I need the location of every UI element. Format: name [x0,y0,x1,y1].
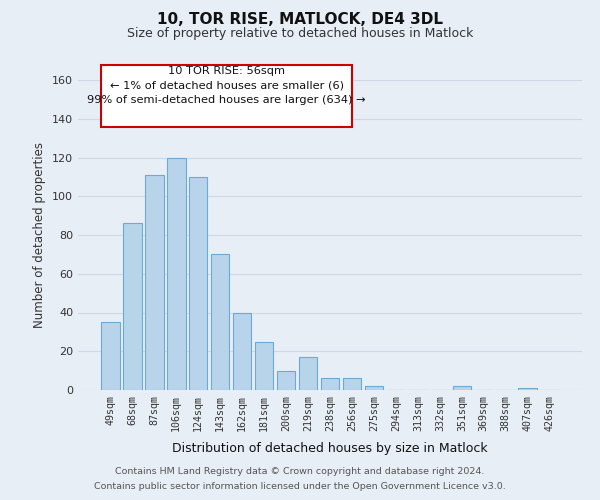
Text: Contains HM Land Registry data © Crown copyright and database right 2024.: Contains HM Land Registry data © Crown c… [115,467,485,476]
Bar [277,370,295,390]
Bar [365,386,383,390]
Bar [452,386,471,390]
Bar [211,254,229,390]
Text: Size of property relative to detached houses in Matlock: Size of property relative to detached ho… [127,28,473,40]
Bar [167,158,185,390]
X-axis label: Distribution of detached houses by size in Matlock: Distribution of detached houses by size … [172,442,488,455]
Bar [123,224,142,390]
Bar [343,378,361,390]
Bar [299,357,317,390]
Text: 10 TOR RISE: 56sqm
← 1% of detached houses are smaller (6)
99% of semi-detached : 10 TOR RISE: 56sqm ← 1% of detached hous… [88,66,366,105]
Bar [233,312,251,390]
Bar [320,378,340,390]
Y-axis label: Number of detached properties: Number of detached properties [34,142,46,328]
Text: Contains public sector information licensed under the Open Government Licence v3: Contains public sector information licen… [94,482,506,491]
Bar [518,388,537,390]
Bar [189,177,208,390]
Bar [101,322,119,390]
Text: 10, TOR RISE, MATLOCK, DE4 3DL: 10, TOR RISE, MATLOCK, DE4 3DL [157,12,443,28]
FancyBboxPatch shape [101,64,352,126]
Bar [255,342,274,390]
Bar [145,175,164,390]
